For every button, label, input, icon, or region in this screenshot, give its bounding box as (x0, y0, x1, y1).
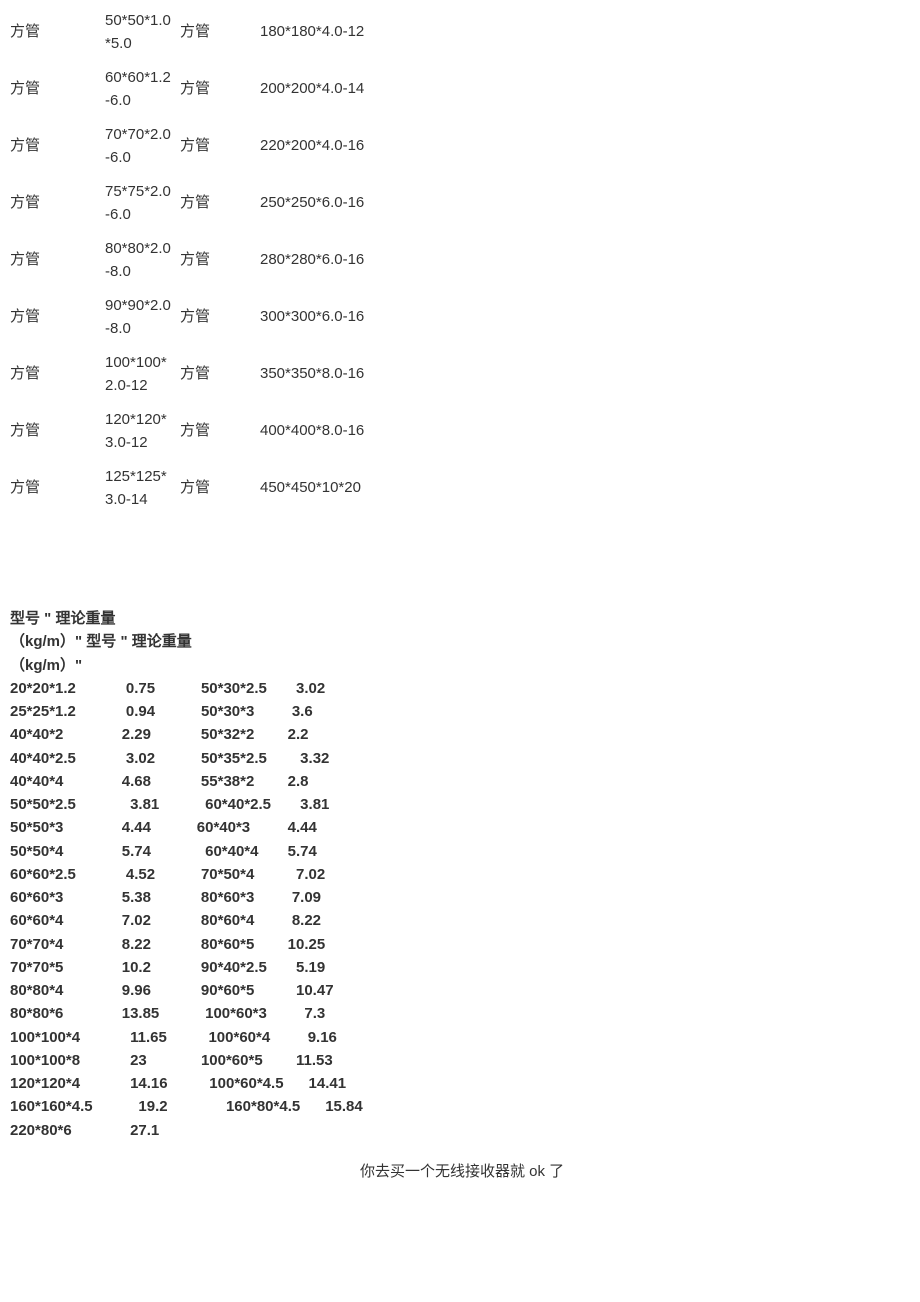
table-row: 方管75*75*2.0-6.0方管250*250*6.0-16 (10, 175, 520, 232)
spec-size-a: 90*90*2.0-8.0 (105, 289, 180, 346)
spec-size-a: 120*120*3.0-12 (105, 403, 180, 460)
spec-type-a: 方管 (10, 175, 105, 232)
spec-type-a: 方管 (10, 61, 105, 118)
weights-header: 型号 " 理论重量 （kg/m）" 型号 " 理论重量 （kg/m）" (10, 607, 910, 677)
spec-size-b: 350*350*8.0-16 (260, 346, 520, 403)
table-row: 方管70*70*2.0-6.0方管220*200*4.0-16 (10, 118, 520, 175)
spec-type-b: 方管 (180, 175, 260, 232)
spec-size-a: 50*50*1.0*5.0 (105, 4, 180, 61)
table-row: 方管60*60*1.2-6.0方管200*200*4.0-14 (10, 61, 520, 118)
spec-type-b: 方管 (180, 346, 260, 403)
spec-size-a: 125*125*3.0-14 (105, 460, 180, 517)
spec-size-b: 450*450*10*20 (260, 460, 520, 517)
table-row: 方管125*125*3.0-14方管450*450*10*20 (10, 460, 520, 517)
spec-size-a: 70*70*2.0-6.0 (105, 118, 180, 175)
table-row: 方管100*100*2.0-12方管350*350*8.0-16 (10, 346, 520, 403)
table-row: 方管50*50*1.0*5.0方管180*180*4.0-12 (10, 4, 520, 61)
spec-type-a: 方管 (10, 118, 105, 175)
spec-type-b: 方管 (180, 118, 260, 175)
spec-size-b: 220*200*4.0-16 (260, 118, 520, 175)
spec-type-b: 方管 (180, 460, 260, 517)
spec-type-a: 方管 (10, 4, 105, 61)
spec-size-a: 100*100*2.0-12 (105, 346, 180, 403)
table-row: 方管80*80*2.0-8.0方管280*280*6.0-16 (10, 232, 520, 289)
spec-type-a: 方管 (10, 460, 105, 517)
table-row: 方管90*90*2.0-8.0方管300*300*6.0-16 (10, 289, 520, 346)
spec-size-a: 75*75*2.0-6.0 (105, 175, 180, 232)
spec-type-b: 方管 (180, 61, 260, 118)
spec-size-b: 180*180*4.0-12 (260, 4, 520, 61)
spec-type-a: 方管 (10, 289, 105, 346)
spec-size-b: 300*300*6.0-16 (260, 289, 520, 346)
footer-note: 你去买一个无线接收器就 ok 了 (10, 1160, 910, 1181)
spec-size-a: 60*60*1.2-6.0 (105, 61, 180, 118)
spec-type-a: 方管 (10, 232, 105, 289)
spec-size-b: 200*200*4.0-14 (260, 61, 520, 118)
spec-type-b: 方管 (180, 289, 260, 346)
specs-table: 方管50*50*1.0*5.0方管180*180*4.0-12方管60*60*1… (10, 4, 520, 517)
spec-type-a: 方管 (10, 346, 105, 403)
spec-size-b: 280*280*6.0-16 (260, 232, 520, 289)
table-row: 方管120*120*3.0-12方管400*400*8.0-16 (10, 403, 520, 460)
spec-type-b: 方管 (180, 232, 260, 289)
spec-type-b: 方管 (180, 403, 260, 460)
spec-size-b: 400*400*8.0-16 (260, 403, 520, 460)
spec-size-b: 250*250*6.0-16 (260, 175, 520, 232)
spec-type-b: 方管 (180, 4, 260, 61)
weights-block: 20*20*1.2 0.75 50*30*2.5 3.02 25*25*1.2 … (10, 677, 910, 1142)
spec-size-a: 80*80*2.0-8.0 (105, 232, 180, 289)
spec-type-a: 方管 (10, 403, 105, 460)
